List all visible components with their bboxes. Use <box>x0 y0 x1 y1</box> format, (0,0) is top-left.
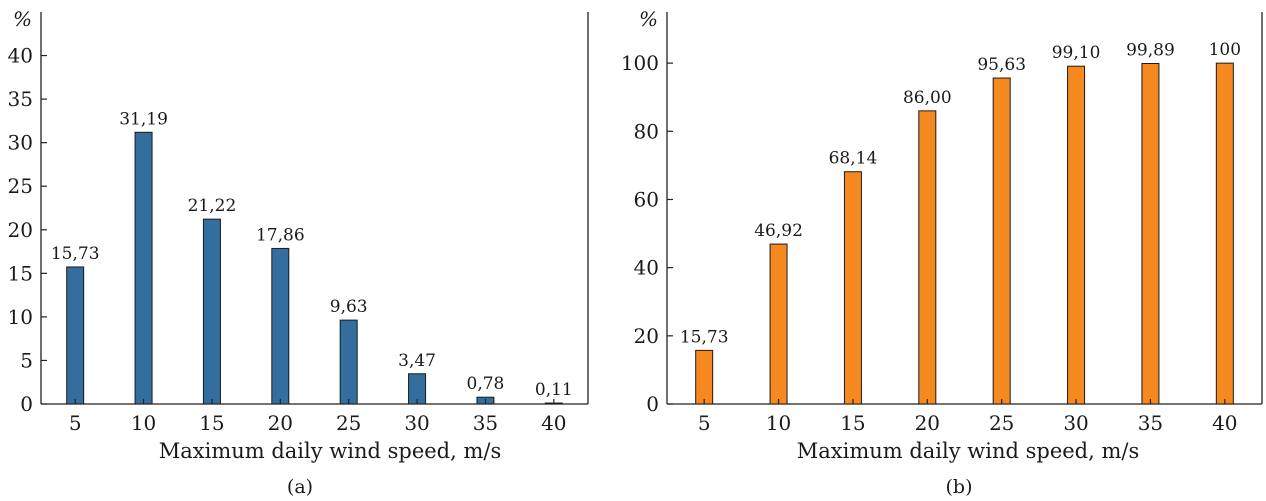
data-label: 15,73 <box>680 327 729 347</box>
data-label: 46,92 <box>754 221 803 241</box>
y-tick-label: 60 <box>634 187 659 211</box>
y-tick-label: 0 <box>646 392 659 416</box>
y-tick-label: 80 <box>634 119 659 143</box>
x-axis-title: Maximum daily wind speed, m/s <box>797 439 1140 463</box>
x-tick-label: 15 <box>840 411 865 435</box>
data-label: 99,10 <box>1052 43 1101 63</box>
y-tick-label: 30 <box>8 131 33 155</box>
data-label: 100 <box>1209 40 1241 60</box>
x-tick-label: 30 <box>1063 411 1088 435</box>
bar <box>695 349 714 405</box>
x-tick-label: 30 <box>404 411 429 435</box>
panel-label: (a) <box>287 476 313 498</box>
chart-panel-a: % 0 5 10 15 20 25 30 35 40 5 15,73 10 31,19 15 21,22 20 1… <box>8 7 589 498</box>
panel-label: (b) <box>946 476 973 498</box>
bar <box>202 218 221 405</box>
data-label: 3,47 <box>398 351 436 371</box>
bar <box>339 319 358 405</box>
bar <box>992 77 1011 405</box>
y-tick-label: 20 <box>8 218 33 242</box>
x-axis-title: Maximum daily wind speed, m/s <box>159 439 502 463</box>
x-tick-label: 5 <box>69 411 82 435</box>
bar <box>769 243 788 405</box>
y-tick-label: 35 <box>8 87 33 111</box>
x-tick-label: 40 <box>1212 411 1237 435</box>
x-tick-label: 15 <box>199 411 224 435</box>
bar <box>66 266 85 405</box>
y-unit-label: % <box>13 7 32 31</box>
bar <box>1067 65 1086 405</box>
data-label: 15,73 <box>51 244 100 264</box>
y-tick-label: 10 <box>8 305 33 329</box>
bar <box>918 110 937 405</box>
data-label: 21,22 <box>188 196 237 216</box>
bar <box>1141 63 1160 405</box>
y-tick-label: 40 <box>634 256 659 280</box>
bar <box>843 171 862 405</box>
bar <box>134 131 153 405</box>
data-label: 17,86 <box>256 225 305 245</box>
data-label: 95,63 <box>977 55 1026 75</box>
data-label: 31,19 <box>119 109 168 129</box>
x-tick-label: 20 <box>268 411 293 435</box>
x-tick-label: 10 <box>131 411 156 435</box>
data-label: 9,63 <box>330 297 368 317</box>
y-tick-label: 0 <box>20 392 33 416</box>
y-tick-label: 15 <box>8 261 33 285</box>
y-tick-label: 25 <box>8 174 33 198</box>
data-label: 0,11 <box>535 380 573 400</box>
x-tick-label: 10 <box>766 411 791 435</box>
data-label: 0,78 <box>467 374 505 394</box>
data-label: 68,14 <box>829 149 878 169</box>
x-tick-label: 5 <box>698 411 711 435</box>
x-tick-label: 35 <box>473 411 498 435</box>
x-tick-label: 25 <box>989 411 1014 435</box>
chart-panel-b: % 0 20 40 60 80 100 5 15,73 10 46,92 15 68,14 20 86,00… <box>621 7 1263 498</box>
y-unit-label: % <box>639 7 658 31</box>
y-tick-label: 40 <box>8 44 33 68</box>
data-label: 86,00 <box>903 88 952 108</box>
bar <box>1215 62 1234 405</box>
x-tick-label: 25 <box>336 411 361 435</box>
bar <box>271 247 290 405</box>
y-tick-label: 5 <box>20 348 33 372</box>
x-tick-label: 20 <box>915 411 940 435</box>
y-tick-label: 100 <box>621 51 659 75</box>
x-tick-label: 40 <box>541 411 566 435</box>
y-tick-label: 20 <box>634 324 659 348</box>
data-label: 99,89 <box>1126 41 1175 61</box>
x-tick-label: 35 <box>1138 411 1163 435</box>
